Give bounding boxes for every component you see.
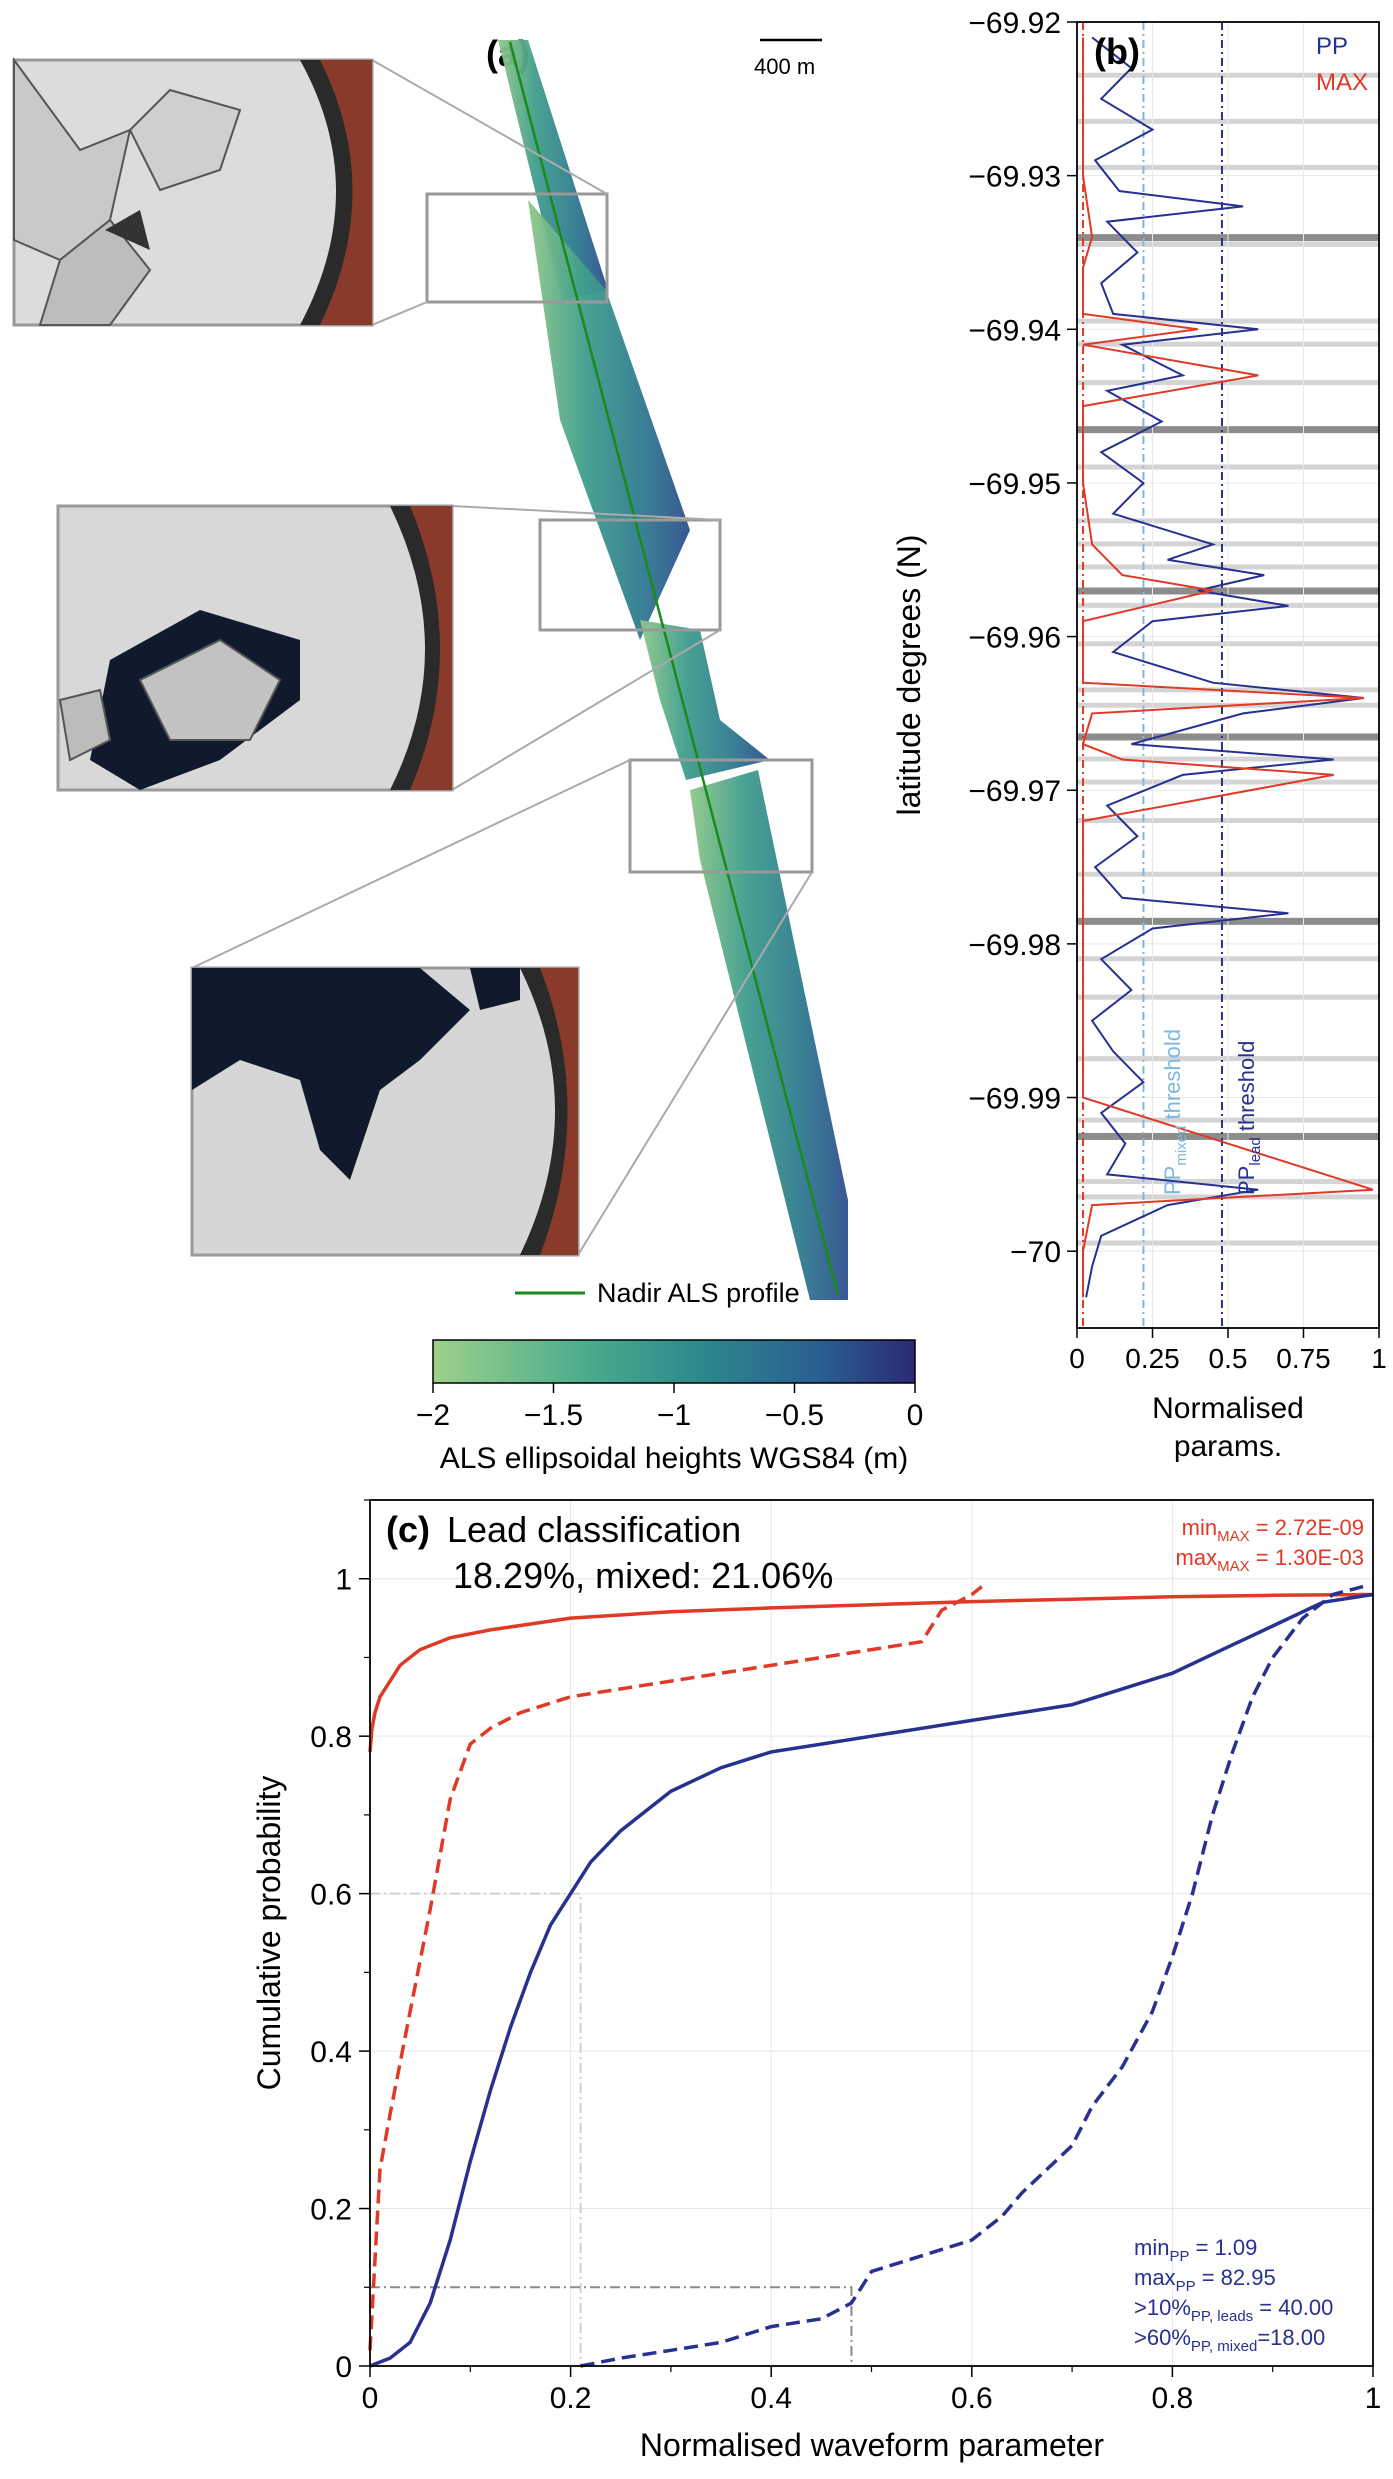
panel-c: 0 0.2 0.4 0.6 0.8 1 0 0.2 0.4 0.6 0.8 1 (c) Lead cl… [251,1499,1382,2463]
als-strip-segment-3 [640,620,770,780]
panel-c-ytick-label: 0.8 [310,1721,352,1754]
panel-c-guides [370,1892,853,2366]
panel-b-ytick-label: −69.96 [968,622,1061,655]
panel-b-ytick-label: −69.95 [968,468,1061,501]
panel-b-ytick-label: −69.92 [968,7,1061,40]
stat-line: maxMAX = 1.30E-03 [1176,1545,1364,1575]
als-strip [498,40,848,1300]
scale-bar-label: 400 m [754,54,815,79]
pp-lead-sub: lead [1247,1137,1264,1165]
panel-c-ytick-label: 0 [335,2351,352,2384]
connector-1a [371,59,608,195]
panel-b-ytick-label: −69.97 [968,775,1061,808]
pp-lead-base: PP [1234,1166,1259,1195]
panel-c-xtick-label: 0.8 [1152,2382,1194,2415]
connector-3b [577,871,813,1256]
panel-c-xlabel: Normalised waveform parameter [640,2427,1105,2463]
panel-c-ytick-label: 0.2 [310,2194,352,2227]
pp-mixed-sub: mixed [1173,1126,1190,1166]
panel-b-ytick-label: −69.99 [968,1083,1061,1116]
connector-1b [371,301,428,326]
panel-c-xtick-label: 1 [1365,2382,1382,2415]
legend-max: MAX [1316,69,1368,96]
stat-line: minPP = 1.09 [1134,2235,1257,2265]
panel-c-axes: 0 0.2 0.4 0.6 0.8 1 0 0.2 0.4 0.6 0.8 1 [310,1499,1382,2415]
cdf-max-solid-line [368,1592,1374,1753]
panel-c-title-line2: 18.29%, mixed: 21.06% [453,1555,833,1596]
mixed-guide-line [370,1892,582,2366]
stat-line: maxPP = 82.95 [1134,2265,1276,2295]
panel-c-lines [368,1584,1374,2368]
panel-a: (a) 400 m [12,33,923,1475]
panel-c-ytick-label: 0.6 [310,1879,352,1912]
panel-b-ytick-label: −70 [1010,1236,1061,1269]
ice-floe-photo-3 [190,966,580,1257]
panel-b-ytick-label: −69.98 [968,929,1061,962]
colorbar-tick-label: −1 [657,1399,691,1432]
stat-line: minMAX = 2.72E-09 [1182,1515,1364,1545]
panel-c-label: (c) [386,1509,430,1550]
colorbar-tick-label: 0 [907,1399,924,1432]
zoom-box-1 [425,192,609,304]
connector-3a [191,759,631,969]
pp-mixed-base: PP [1160,1166,1185,1195]
connector-2b [451,629,721,791]
nadir-profile-line [508,41,840,1296]
ice-floe-photo-1 [12,56,374,327]
panel-c-xtick-label: 0.4 [750,2382,792,2415]
panel-c-ytick-label: 1 [335,1564,352,1597]
ice-floe-photo-2 [56,504,454,792]
panel-c-xtick-label: 0 [362,2382,379,2415]
panel-b-xtick-label: 0.75 [1276,1343,1331,1374]
panel-c-xtick-label: 0.2 [550,2382,592,2415]
panel-b-xlabel-line2: params. [1174,1430,1282,1463]
panel-c-xtick-label: 0.6 [951,2382,993,2415]
colorbar-tick-label: −0.5 [765,1399,824,1432]
colorbar-label: ALS ellipsoidal heights WGS84 (m) [440,1442,909,1475]
colorbar-ticks: −2 −1.5 −1 −0.5 0 [416,1383,923,1432]
panel-b-xtick-label: 0.5 [1209,1343,1248,1374]
panel-c-ylabel: Cumulative probability [251,1776,287,2091]
panel-b-label: (b) [1094,31,1140,72]
panel-b-ytick-label: −69.93 [968,161,1061,194]
panel-b-ytick-label: −69.94 [968,314,1061,347]
panel-b-lines [1081,22,1374,1328]
colorbar-tick-label: −2 [416,1399,450,1432]
legend-pp: PP [1316,33,1348,60]
panel-b-xlabel-line1: Normalised [1152,1392,1304,1425]
panel-b-xtick-label: 0.25 [1125,1343,1180,1374]
cdf-pp-solid-line [369,1592,1374,2368]
cdf-max-dashed-line [368,1585,983,2351]
stat-line: >60%PP, mixed=18.00 [1134,2325,1325,2355]
stat-line: >10%PP, leads = 40.00 [1134,2295,1333,2325]
panel-b-xtick-label: 1 [1371,1343,1387,1374]
colorbar-tick-label: −1.5 [524,1399,583,1432]
zoom-box-2 [538,518,722,632]
pp-lead-rest: threshold [1234,1041,1259,1138]
pp-mixed-rest: threshold [1160,1029,1185,1126]
panel-b-xtick-label: 0 [1069,1343,1085,1374]
series-pp-line [1085,36,1365,1298]
panel-b-grid [1076,21,1380,1328]
cdf-pp-dashed-line [580,1584,1364,2368]
connector-2a [451,505,721,521]
colorbar [432,1339,916,1384]
nadir-legend-label: Nadir ALS profile [597,1278,800,1308]
pp-lead-threshold-label: PPlead threshold [1234,1041,1264,1195]
panel-b-ylabel: latitude degrees (N) [891,534,927,815]
series-max-line [1081,37,1374,1298]
panel-b-axes: −69.92 −69.93 −69.94 −69.95 −69.96 −69.97 −69.… [968,7,1386,1374]
lead-guide-line [370,2286,853,2366]
pp-mixed-threshold-label: PPmixed threshold [1160,1029,1190,1195]
panel-c-ytick-label: 0.4 [310,2036,352,2069]
panel-c-title-line1: Lead classification [447,1509,741,1550]
zoom-box-3 [628,758,814,874]
panel-b: −69.92 −69.93 −69.94 −69.95 −69.96 −69.97 −69.… [891,7,1387,1463]
